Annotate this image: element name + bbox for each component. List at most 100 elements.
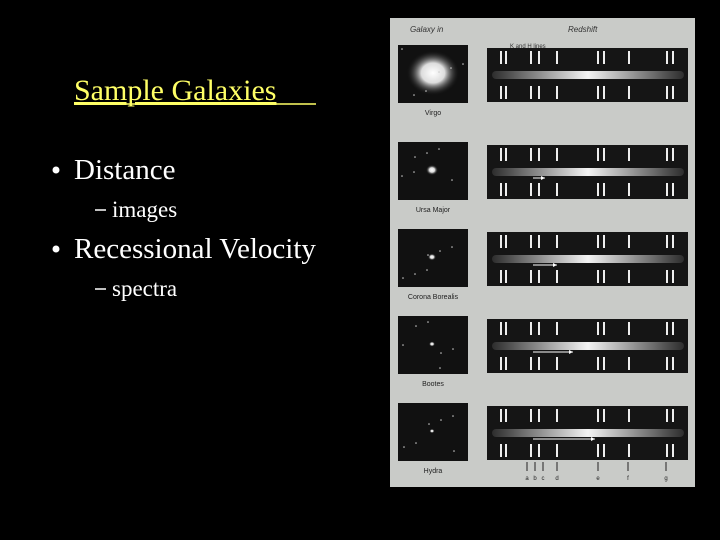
comparison-line: [500, 444, 502, 457]
comparison-line: [628, 444, 630, 457]
comparison-line: [672, 322, 674, 335]
comparison-line: [603, 51, 605, 64]
comparison-line: [538, 444, 540, 457]
comparison-line: [603, 444, 605, 457]
comparison-line: [556, 183, 558, 196]
comparison-line: [530, 51, 532, 64]
comparison-line: [628, 270, 630, 283]
comparison-line: [556, 235, 558, 248]
comparison-line: [530, 322, 532, 335]
comparison-line: [530, 86, 532, 99]
star: [451, 179, 453, 181]
line-letter: d: [555, 476, 558, 482]
comparison-line: [672, 444, 674, 457]
bullet-text: Recessional Velocity: [74, 233, 316, 265]
comparison-line: [505, 322, 507, 335]
star: [439, 367, 441, 369]
comparison-line: [597, 409, 599, 422]
comparison-line: [672, 51, 674, 64]
comparison-line: [505, 444, 507, 457]
comparison-line: [530, 409, 532, 422]
comparison-line: [556, 148, 558, 161]
comparison-line: [603, 409, 605, 422]
arrow-head: [569, 350, 573, 354]
galaxy-name: Corona Borealis: [408, 294, 459, 301]
comparison-line: [666, 235, 668, 248]
comparison-line: [505, 86, 507, 99]
sub-bullet-text: spectra: [112, 276, 177, 301]
arrow-head: [553, 263, 557, 267]
star: [403, 446, 405, 448]
comparison-line: [672, 357, 674, 370]
comparison-line: [556, 444, 558, 457]
comparison-line: [530, 183, 532, 196]
comparison-line: [597, 183, 599, 196]
galaxy-name: Ursa Major: [416, 207, 451, 214]
comparison-line: [603, 86, 605, 99]
comparison-line: [597, 148, 599, 161]
star: [426, 269, 428, 271]
comparison-line: [556, 51, 558, 64]
star: [414, 156, 416, 158]
comparison-line: [672, 183, 674, 196]
star: [462, 63, 464, 65]
comparison-line: [500, 183, 502, 196]
line-label: K and H lines: [510, 44, 546, 50]
comparison-line: [500, 322, 502, 335]
comparison-line: [505, 51, 507, 64]
comparison-line: [666, 444, 668, 457]
star: [427, 254, 429, 256]
comparison-line: [538, 86, 540, 99]
comparison-line: [538, 357, 540, 370]
comparison-line: [556, 322, 558, 335]
comparison-line: [597, 235, 599, 248]
star: [402, 277, 404, 279]
comparison-line: [666, 86, 668, 99]
star: [401, 175, 403, 177]
comparison-line: [500, 409, 502, 422]
comparison-line: [530, 148, 532, 161]
comparison-line: [500, 357, 502, 370]
comparison-line: [628, 322, 630, 335]
star: [414, 273, 416, 275]
star: [452, 415, 454, 417]
bullet-dot: [52, 245, 60, 253]
galaxy-name: Virgo: [425, 110, 441, 117]
comparison-line: [628, 235, 630, 248]
comparison-line: [672, 270, 674, 283]
comparison-line: [603, 235, 605, 248]
line-letter: c: [542, 476, 545, 482]
galaxy: [428, 253, 436, 261]
comparison-line: [556, 409, 558, 422]
galaxy-spectrum: [492, 71, 684, 79]
comparison-line: [628, 51, 630, 64]
comparison-line: [500, 51, 502, 64]
galaxy-spectrum: [492, 342, 684, 350]
star: [440, 352, 442, 354]
bullet-text: Distance: [74, 154, 175, 186]
comparison-line: [666, 183, 668, 196]
comparison-line: [505, 270, 507, 283]
star: [426, 152, 428, 154]
line-letter: g: [664, 476, 667, 482]
comparison-line: [628, 148, 630, 161]
galaxy-name: Hydra: [424, 468, 443, 475]
star: [413, 94, 415, 96]
comparison-line: [603, 357, 605, 370]
comparison-line: [597, 322, 599, 335]
comparison-line: [628, 86, 630, 99]
comparison-line: [500, 86, 502, 99]
comparison-line: [603, 148, 605, 161]
comparison-line: [666, 357, 668, 370]
comparison-line: [628, 183, 630, 196]
star: [415, 442, 417, 444]
star: [415, 325, 417, 327]
comparison-line: [603, 270, 605, 283]
comparison-line: [666, 51, 668, 64]
comparison-line: [505, 148, 507, 161]
comparison-line: [597, 270, 599, 283]
slide-title: Sample Galaxies: [74, 74, 276, 107]
star: [452, 348, 454, 350]
star: [439, 250, 441, 252]
